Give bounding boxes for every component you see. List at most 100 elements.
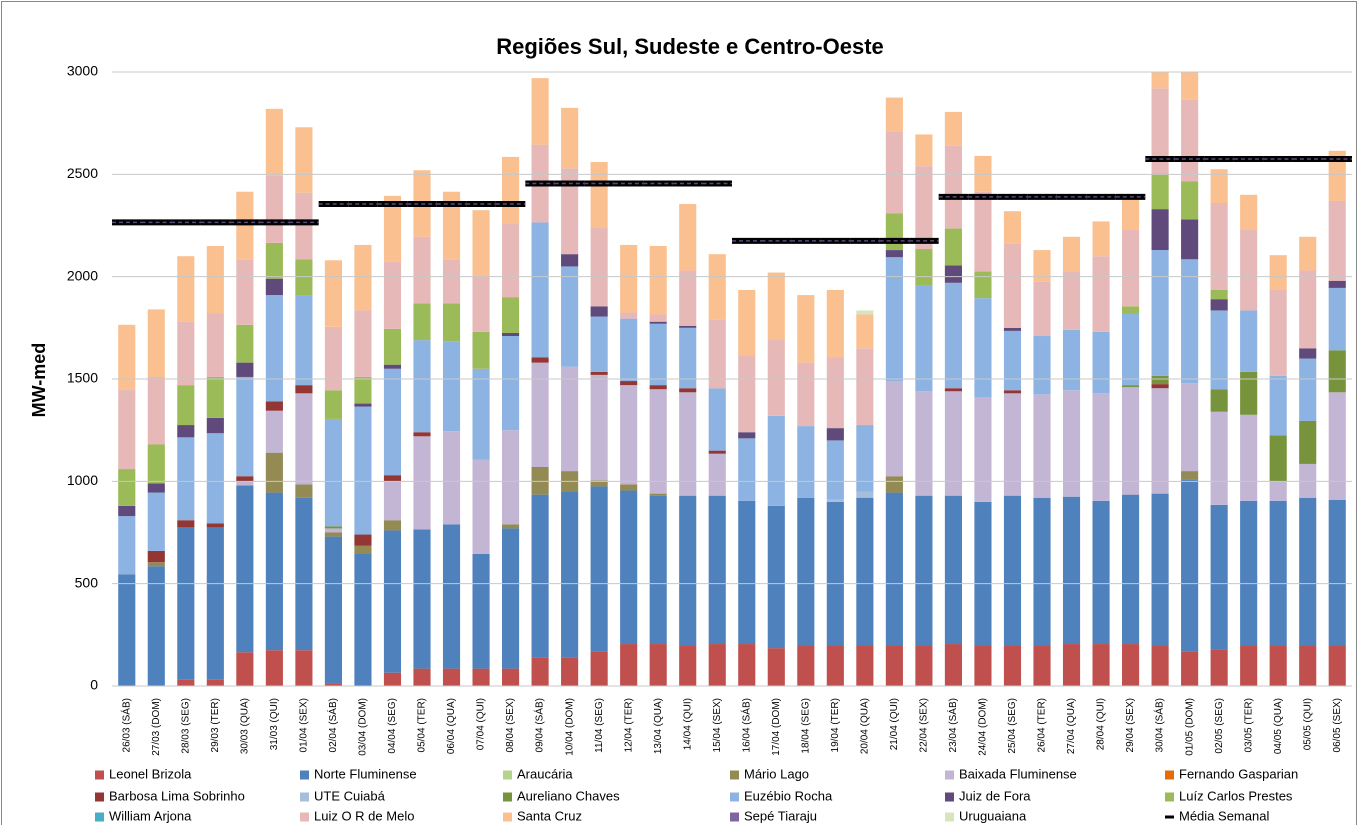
- bar-segment: [383, 368, 402, 476]
- y-tick-label: 500: [75, 574, 99, 590]
- bar-segment: [944, 644, 962, 686]
- bar-segment: [442, 431, 461, 525]
- legend-swatch: [730, 792, 739, 802]
- bar-segment: [1003, 327, 1022, 331]
- bar-segment: [1003, 211, 1022, 244]
- bar-segment: [177, 520, 195, 528]
- bar-segment: [1122, 306, 1140, 314]
- x-tick-label: 24/04 (DOM): [978, 698, 989, 756]
- bar-segment: [561, 107, 579, 169]
- bar-segment: [147, 444, 165, 484]
- legend-swatch: [945, 770, 954, 780]
- bar-segment: [502, 223, 520, 298]
- bar-segment: [324, 528, 342, 533]
- bar-segment: [472, 276, 490, 332]
- bar-segment: [1328, 645, 1346, 686]
- bar-segment: [738, 438, 756, 501]
- x-tick-label: 01/04 (SEX): [299, 698, 310, 752]
- x-tick-label: 01/05 (DOM): [1184, 698, 1195, 756]
- x-tick-label: 27/03 (DOM): [151, 698, 162, 756]
- bar-segment: [1210, 504, 1228, 650]
- bar-segment: [324, 526, 342, 529]
- bar-segment: [265, 650, 283, 686]
- bar-segment: [118, 389, 136, 470]
- legend-label: Fernando Gasparian: [1179, 766, 1298, 781]
- bar-segment: [236, 191, 254, 260]
- bar-segment: [472, 331, 490, 369]
- legend-swatch: [503, 770, 512, 780]
- bar-segment: [649, 389, 667, 494]
- bar-segment: [265, 108, 283, 176]
- bar-segment: [649, 314, 667, 322]
- bar-segment: [383, 481, 402, 521]
- bar-segment: [531, 467, 549, 495]
- bar-segment: [295, 484, 313, 498]
- bar-segment: [1299, 270, 1317, 349]
- bar-segment: [236, 376, 254, 477]
- x-tick-label: 23/04 (SÁB): [946, 698, 959, 752]
- bar-segment: [324, 418, 342, 527]
- bar-segment: [1210, 411, 1228, 505]
- legend-swatch: [95, 812, 104, 822]
- bar-segment: [944, 228, 962, 266]
- bar-segment: [354, 553, 372, 686]
- bar-segment: [147, 483, 165, 493]
- bar-segment: [1151, 384, 1169, 389]
- legend-swatch: [945, 792, 954, 802]
- bar-segment: [649, 245, 667, 315]
- legend-label: Euzébio Rocha: [744, 788, 833, 803]
- bar-segment: [147, 562, 165, 567]
- bar-segment: [1092, 393, 1110, 501]
- bar-segment: [1240, 500, 1258, 646]
- bar-segment: [1181, 383, 1199, 472]
- legend-label: Mário Lago: [744, 766, 809, 781]
- bar-segment: [1033, 497, 1051, 646]
- bar-segment: [915, 495, 933, 646]
- x-tick-label: 29/04 (SEX): [1125, 698, 1136, 752]
- legend-label: Barbosa Lima Sobrinho: [109, 788, 245, 803]
- bar-segment: [472, 553, 490, 669]
- bar-segment: [590, 371, 608, 375]
- bar-segment: [236, 481, 254, 486]
- legend-swatch: [503, 812, 512, 822]
- bar-segment: [856, 425, 874, 492]
- bar-segment: [590, 316, 608, 372]
- bar-segment: [738, 644, 756, 686]
- bar-segment: [708, 495, 726, 645]
- bar-segment: [1003, 495, 1022, 646]
- bar-segment: [442, 191, 461, 260]
- bar-segment: [944, 111, 962, 146]
- bar-segment: [502, 524, 520, 529]
- bar-segment: [620, 385, 638, 485]
- x-tick-label: 08/04 (SEX): [505, 698, 516, 752]
- x-tick-label: 20/04 (QUA): [859, 698, 870, 754]
- bar-segment: [1240, 645, 1258, 686]
- bar-segment: [383, 261, 402, 329]
- bar-segment: [974, 645, 992, 686]
- bar-segment: [1181, 72, 1199, 100]
- bar-segment: [708, 319, 726, 389]
- bar-segment: [915, 391, 933, 496]
- bar-segment: [1299, 645, 1317, 686]
- legend-swatch: [300, 792, 309, 802]
- x-tick-label: 15/04 (SEX): [712, 698, 723, 752]
- x-tick-label: 18/04 (SEG): [800, 698, 811, 754]
- bar-segment: [118, 324, 136, 390]
- y-axis-label: MW-med: [29, 343, 49, 418]
- bar-segment: [1299, 358, 1317, 421]
- bar-segment: [826, 501, 844, 646]
- legend-label: Média Semanal: [1179, 808, 1269, 823]
- bar-segment: [295, 497, 313, 651]
- x-tick-label: 04/05 (QUA): [1273, 698, 1284, 754]
- bar-segment: [590, 162, 608, 228]
- x-tick-label: 02/05 (SEG): [1214, 698, 1225, 754]
- bar-segment: [1122, 229, 1140, 307]
- bar-segment: [620, 490, 638, 645]
- bar-segment: [649, 321, 667, 324]
- bar-segment: [531, 78, 549, 145]
- bar-segment: [1181, 471, 1199, 480]
- legend-label: Santa Cruz: [517, 808, 582, 823]
- bar-segment: [679, 495, 697, 646]
- bar-segment: [885, 250, 903, 258]
